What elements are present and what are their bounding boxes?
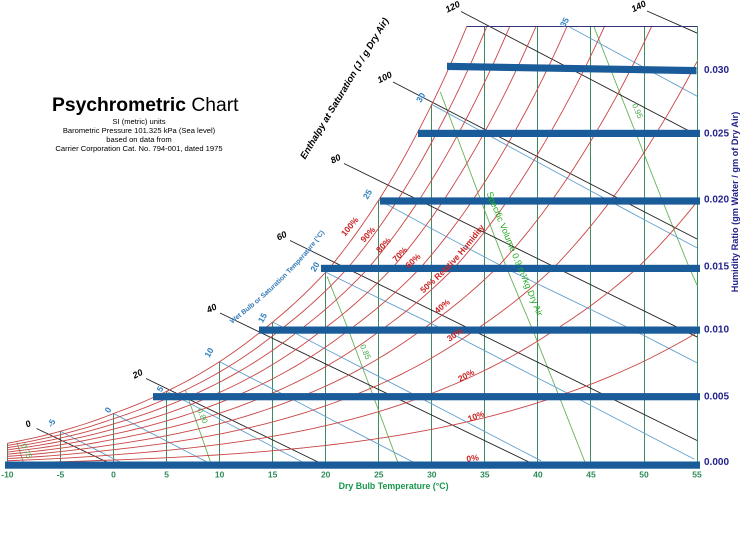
svg-text:50: 50 [639,470,649,480]
svg-text:Carrier Corporation Cat. No. 7: Carrier Corporation Cat. No. 794-001, da… [55,144,222,153]
svg-text:30: 30 [414,91,428,104]
svg-text:15: 15 [268,470,278,480]
svg-text:0.000: 0.000 [704,457,729,468]
svg-text:0.015: 0.015 [704,262,729,273]
svg-text:0: 0 [111,470,116,480]
svg-text:40: 40 [533,470,543,480]
svg-text:0.030: 0.030 [704,65,729,76]
svg-text:15: 15 [256,311,270,324]
svg-text:-5: -5 [57,470,65,480]
svg-text:5: 5 [154,384,165,393]
svg-text:35: 35 [558,15,572,28]
svg-text:35: 35 [480,470,490,480]
svg-text:0.025: 0.025 [704,129,729,140]
svg-text:25: 25 [374,470,384,480]
svg-text:20: 20 [308,260,322,273]
svg-text:40: 40 [204,302,218,316]
svg-text:10: 10 [202,346,216,359]
svg-text:0.020: 0.020 [704,195,729,206]
svg-text:20: 20 [130,367,144,381]
svg-text:0.010: 0.010 [704,324,729,335]
svg-text:Dry Bulb Temperature (°C): Dry Bulb Temperature (°C) [339,481,449,491]
svg-text:0%: 0% [466,452,480,464]
svg-text:0: 0 [24,418,33,429]
svg-text:0: 0 [102,405,113,414]
svg-text:80: 80 [329,152,342,165]
svg-text:based on data from: based on data from [106,135,171,144]
svg-text:55: 55 [692,470,702,480]
svg-text:SI (metric) units: SI (metric) units [112,117,165,126]
svg-text:-5: -5 [45,417,58,429]
svg-text:25: 25 [361,187,375,200]
svg-text:Psychrometric Chart: Psychrometric Chart [52,95,239,116]
svg-text:Barometric Pressure 101.325 kP: Barometric Pressure 101.325 kPa (Sea lev… [63,126,216,135]
svg-text:10: 10 [215,470,225,480]
svg-text:5: 5 [164,470,169,480]
svg-text:-10: -10 [1,470,14,480]
svg-text:Humidity Ratio (gm Water / gm: Humidity Ratio (gm Water / gm of Dry Air… [730,112,740,293]
svg-text:45: 45 [586,470,596,480]
svg-text:30: 30 [427,470,437,480]
svg-text:20: 20 [321,470,331,480]
svg-text:0.005: 0.005 [704,391,729,402]
svg-text:60: 60 [275,229,288,242]
